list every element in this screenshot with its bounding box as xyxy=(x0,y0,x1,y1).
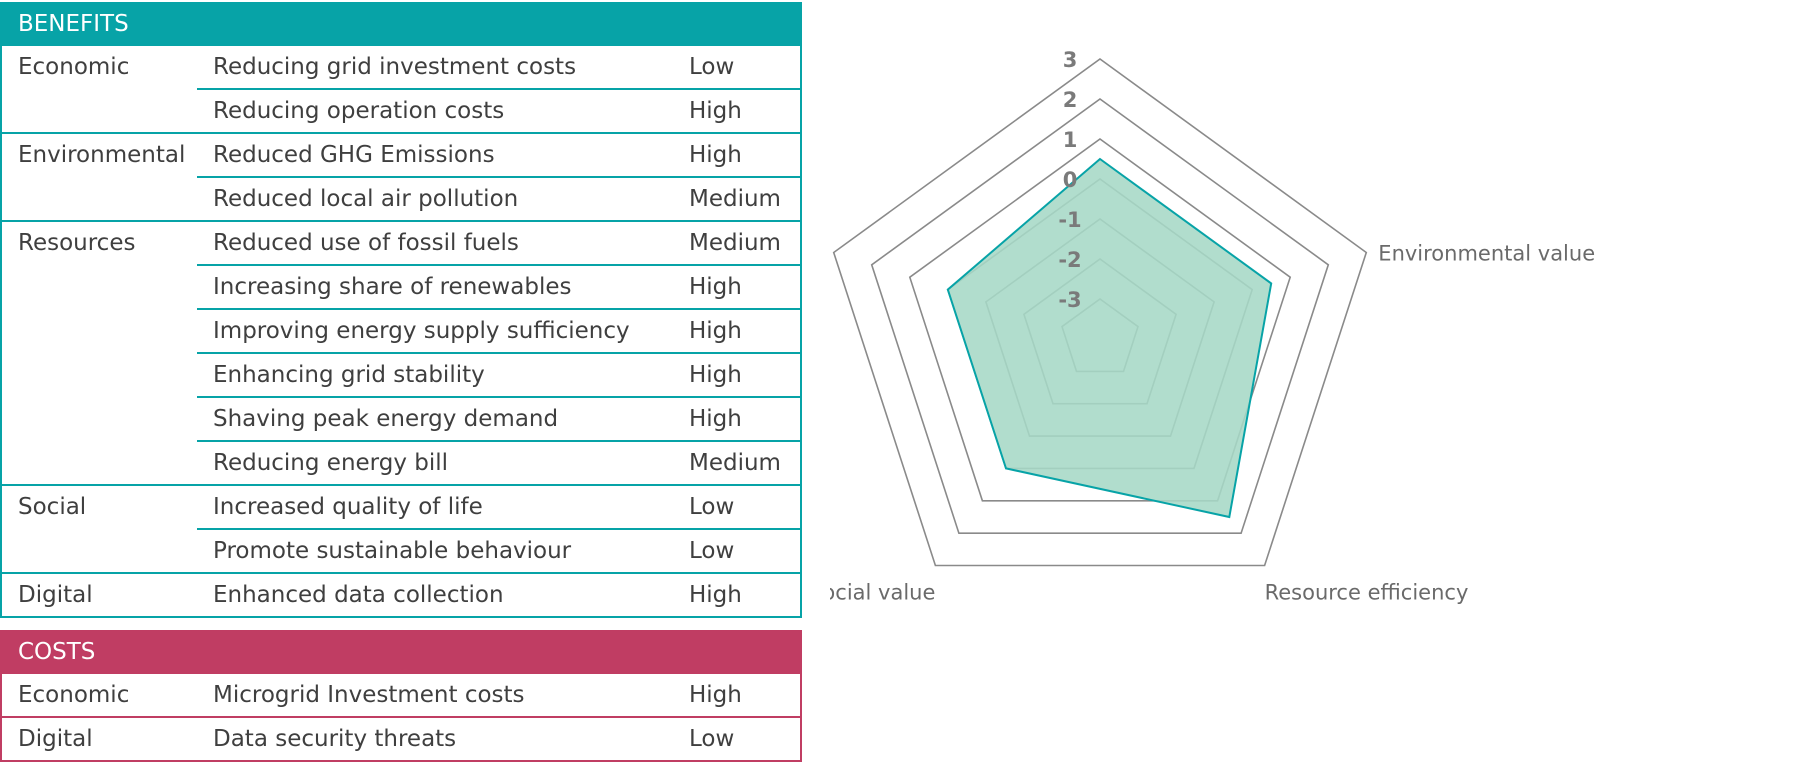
item-cell: Reduced GHG Emissions xyxy=(197,133,673,178)
table-row: Improving energy supply sufficiency High xyxy=(1,309,801,354)
item-cell: Enhancing grid stability xyxy=(197,353,673,398)
table-row: Economic Reducing grid investment costs Lo… xyxy=(1,46,801,90)
tick-label: 1 xyxy=(1063,128,1078,152)
item-cell: Increasing share of renewables xyxy=(197,265,673,310)
level-cell: Medium xyxy=(673,221,801,266)
table-row: Reduced local air pollution Medium xyxy=(1,177,801,222)
costs-table: COSTS Economic Microgrid Investment costs… xyxy=(0,630,803,762)
item-cell: Promote sustainable behaviour xyxy=(197,529,673,574)
level-cell: High xyxy=(673,265,801,310)
level-cell: High xyxy=(673,674,802,718)
axis-label: Social value xyxy=(830,581,935,605)
item-cell: Enhanced data collection xyxy=(197,573,673,618)
item-cell: Reduced use of fossil fuels xyxy=(197,221,673,266)
level-cell: Low xyxy=(673,46,801,90)
category-cell: Digital xyxy=(1,573,197,618)
tick-label: -1 xyxy=(1058,208,1081,232)
series-area xyxy=(946,157,1273,519)
table-row: Promote sustainable behaviour Low xyxy=(1,529,801,574)
tick-label: -3 xyxy=(1058,288,1081,312)
table-row: Reducing operation costs High xyxy=(1,89,801,134)
item-cell: Reducing energy bill xyxy=(197,441,673,486)
table-row: Environmental Reduced GHG Emissions High xyxy=(1,133,801,178)
level-cell: High xyxy=(673,397,801,442)
level-cell: Low xyxy=(673,717,802,762)
tick-label: 0 xyxy=(1063,168,1078,192)
table-row: Social Increased quality of life Low xyxy=(1,485,801,530)
category-cell: Social xyxy=(18,494,87,520)
level-cell: High xyxy=(673,89,801,134)
category-cell xyxy=(1,265,197,309)
benefits-header: BENEFITS xyxy=(1,2,801,46)
item-cell: Shaving peak energy demand xyxy=(197,397,673,442)
level-cell: High xyxy=(673,573,801,618)
item-cell: Data security threats xyxy=(197,717,673,762)
category-cell: Economic xyxy=(18,54,130,80)
category-cell xyxy=(1,89,197,134)
table-row: Resources Reduced use of fossil fuels Medi… xyxy=(1,221,801,266)
table-row: Enhancing grid stability High xyxy=(1,353,801,398)
category-cell xyxy=(1,309,197,353)
costs-header: COSTS xyxy=(1,630,802,674)
level-cell: High xyxy=(673,353,801,398)
grid-ring xyxy=(832,58,1368,567)
item-cell: Improving energy supply sufficiency xyxy=(197,309,673,354)
category-cell xyxy=(1,177,197,222)
grid-ring xyxy=(870,98,1330,535)
category-cell: Environmental xyxy=(18,142,186,168)
category-cell xyxy=(1,529,197,574)
level-cell: High xyxy=(673,309,801,354)
axis-label: Resource efficiency xyxy=(1265,581,1469,605)
category-cell xyxy=(1,441,197,486)
tick-label: 2 xyxy=(1063,88,1078,112)
category-cell: Digital xyxy=(1,717,197,762)
table-row: Digital Data security threats Low xyxy=(1,717,802,762)
item-cell: Reducing operation costs xyxy=(197,89,673,134)
tick-label: 3 xyxy=(1063,48,1078,72)
level-cell: Low xyxy=(673,529,801,574)
category-cell: Economic xyxy=(1,674,197,718)
table-row: Reducing energy bill Medium xyxy=(1,441,801,486)
tick-label: -2 xyxy=(1058,248,1081,272)
level-cell: Medium xyxy=(673,177,801,222)
level-cell: Medium xyxy=(673,441,801,486)
category-cell xyxy=(1,353,197,397)
item-cell: Microgrid Investment costs xyxy=(197,674,673,718)
table-row: Economic Microgrid Investment costs High xyxy=(1,674,802,718)
item-cell: Increased quality of life xyxy=(197,485,673,530)
category-cell xyxy=(1,397,197,441)
grid-ring xyxy=(908,138,1292,502)
table-row: Shaving peak energy demand High xyxy=(1,397,801,442)
table-row: Digital Enhanced data collection High xyxy=(1,573,801,618)
item-cell: Reducing grid investment costs xyxy=(197,46,673,90)
level-cell: High xyxy=(673,133,801,178)
item-cell: Reduced local air pollution xyxy=(197,177,673,222)
table-row: Increasing share of renewables High xyxy=(1,265,801,310)
axis-label: Environmental value xyxy=(1378,242,1595,266)
category-cell: Resources xyxy=(18,230,136,256)
level-cell: Low xyxy=(673,485,801,530)
benefits-table: BENEFITS Economic Reducing grid investmen… xyxy=(0,2,802,618)
